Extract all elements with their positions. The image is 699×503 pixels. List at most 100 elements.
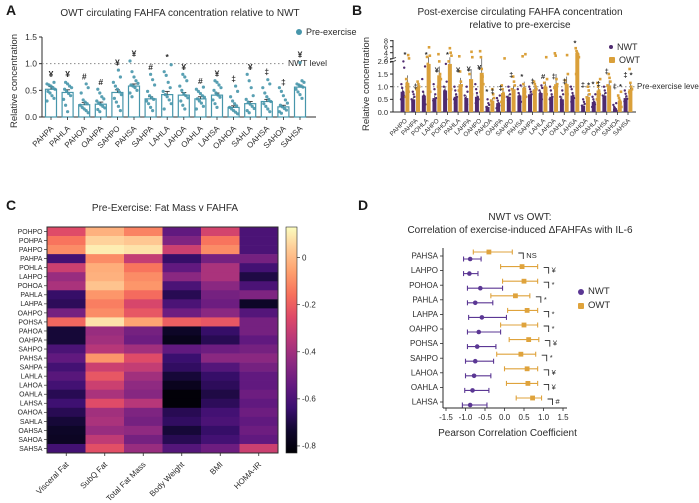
data-point (98, 91, 102, 95)
row-label: LAHOA (19, 383, 43, 390)
data-point (618, 99, 622, 102)
data-point (498, 94, 501, 97)
cell-POHOA-2 (124, 281, 163, 291)
sig-symbol: # (556, 397, 561, 406)
cell-PAHSA-2 (124, 353, 163, 363)
cell-PAHPO-4 (201, 245, 240, 255)
data-point (180, 88, 184, 92)
data-point (132, 75, 136, 79)
data-point (571, 91, 574, 95)
data-point (235, 104, 239, 108)
data-point (166, 80, 170, 84)
panel-c-label: C (6, 197, 17, 213)
sig-symbol: * (446, 50, 449, 59)
cell-LAHLA-5 (239, 371, 279, 381)
data-point (533, 82, 537, 86)
cell-POHPA-3 (162, 236, 202, 246)
owt-point (526, 337, 532, 342)
owt-point (530, 395, 535, 401)
data-point (46, 89, 50, 94)
colorbar (285, 226, 298, 454)
row-label: SAHPA (20, 365, 43, 372)
cell-LAHPO-0 (47, 272, 86, 282)
cell-POHLA-3 (162, 263, 202, 273)
data-point (262, 102, 266, 106)
panel-d-legend: NWT OWT (578, 286, 610, 314)
cell-LAHOA-3 (162, 380, 202, 391)
data-point (575, 49, 578, 53)
data-point (466, 90, 469, 93)
data-point (45, 99, 49, 103)
row-label: PAHPA (20, 256, 43, 263)
y-tick-label: 4 (384, 49, 388, 58)
data-point (417, 82, 420, 86)
owt-point (513, 293, 518, 299)
data-point (444, 62, 448, 66)
comparison-bracket (543, 383, 550, 391)
data-point (151, 78, 155, 82)
data-point (449, 51, 452, 54)
y-tick-label: 8 (384, 37, 388, 46)
data-point (449, 87, 453, 91)
data-point (564, 82, 568, 86)
data-point (194, 87, 198, 91)
cell-SAHPA-1 (85, 362, 125, 372)
data-point (298, 61, 302, 65)
data-point (278, 103, 282, 107)
data-point (544, 55, 548, 59)
data-point (410, 98, 413, 101)
data-point (406, 53, 410, 57)
data-point (145, 99, 149, 103)
data-point (269, 99, 273, 104)
row-label: POHLA (19, 265, 43, 272)
data-point (134, 79, 138, 83)
bar-OWT-SAHPA (532, 89, 537, 112)
bar-OWT-POHLA (426, 63, 431, 112)
data-point (549, 101, 552, 105)
data-point (486, 98, 489, 101)
data-point (565, 53, 569, 57)
sig-symbol: ‡ (530, 77, 534, 86)
data-point (52, 96, 56, 100)
sig-symbol: * ‡ (592, 79, 601, 88)
data-point (587, 103, 590, 106)
cell-OAHPO-5 (239, 308, 279, 318)
data-point (545, 92, 548, 96)
data-point (585, 96, 589, 99)
cell-PAHPO-1 (85, 245, 125, 255)
data-point (453, 101, 457, 105)
y-tick-label: 1.0 (378, 83, 388, 92)
cell-SAHOA-4 (201, 434, 240, 445)
data-point (574, 46, 578, 50)
data-point (521, 55, 524, 58)
data-point (161, 89, 165, 94)
data-point (412, 93, 415, 96)
data-point (437, 52, 440, 56)
cell-SAHPO-2 (124, 344, 163, 354)
data-point (231, 99, 235, 103)
data-point (470, 50, 473, 54)
cell-LAHPA-1 (85, 299, 125, 309)
data-point (481, 75, 484, 78)
bar-NWT-OAHPO (474, 96, 479, 112)
pre-exercise-level-label: Pre-exercise level (637, 82, 699, 91)
cell-OAHPO-0 (47, 308, 86, 318)
data-point (445, 80, 448, 83)
sig-symbol: * (404, 50, 407, 59)
sig-symbol: ‡ (605, 67, 609, 76)
comparison-bracket (518, 252, 524, 259)
cell-OAHLA-5 (239, 389, 279, 400)
x-tick-label: -1.0 (459, 413, 473, 422)
sig-symbol: ¥ (49, 69, 54, 79)
data-point (432, 103, 436, 106)
data-point (501, 87, 504, 91)
x-tick-label: 0.5 (518, 413, 530, 422)
panel-a-chart: 0.00.51.01.5¥PAHPA¥PAHLA#PAHOA#OAHPA¥SAH… (25, 32, 316, 151)
data-point (165, 95, 169, 99)
data-point (559, 98, 563, 101)
data-point (495, 107, 498, 110)
data-point (162, 70, 166, 74)
cell-LAHPA-3 (162, 299, 202, 309)
data-point (181, 72, 185, 76)
data-point (148, 94, 152, 98)
